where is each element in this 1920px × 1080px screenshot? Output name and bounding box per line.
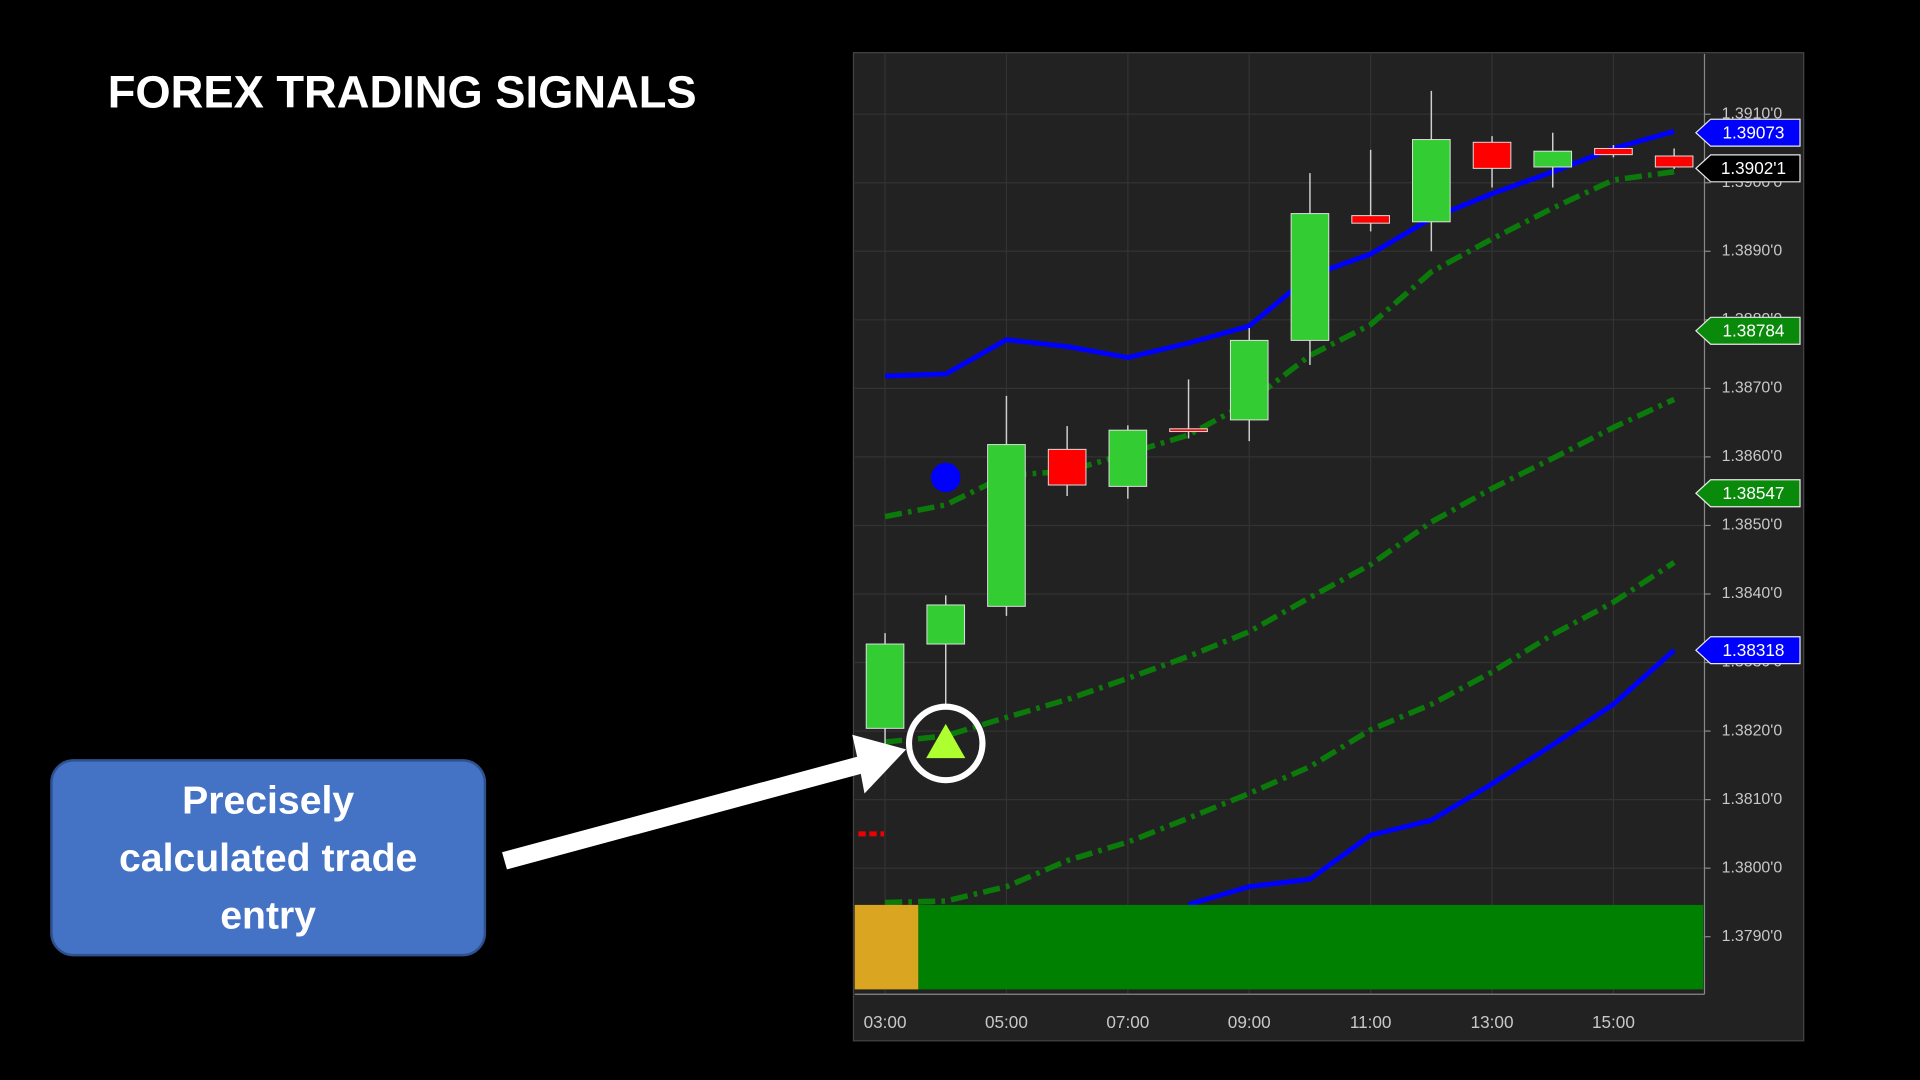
y-tick-label: 1.3890'0 bbox=[1722, 242, 1783, 259]
y-tick-label: 1.3810'0 bbox=[1722, 791, 1783, 808]
candle-body bbox=[1594, 147, 1633, 156]
candle-body bbox=[1290, 213, 1330, 341]
x-tick-label: 07:00 bbox=[1106, 1012, 1149, 1032]
price-tag-label: 1.3902'1 bbox=[1721, 158, 1786, 178]
candle-body bbox=[865, 643, 905, 729]
band-line bbox=[884, 128, 1675, 379]
x-tick-label: 09:00 bbox=[1228, 1012, 1271, 1032]
overlay: 1.3910'01.3900'01.3890'01.3880'01.3870'0… bbox=[864, 105, 1801, 1032]
annotation-line: Precisely bbox=[182, 780, 354, 823]
price-tag bbox=[1695, 154, 1801, 183]
x-tick-label: 11:00 bbox=[1350, 1012, 1392, 1032]
regime-bar-bullish bbox=[918, 904, 1704, 990]
price-tag bbox=[1695, 118, 1801, 147]
price-tag-label: 1.38784 bbox=[1723, 321, 1785, 341]
price-tag bbox=[1695, 636, 1801, 665]
candle-body bbox=[1351, 215, 1390, 224]
y-tick-label: 1.3820'0 bbox=[1722, 722, 1783, 739]
candle-body bbox=[1654, 155, 1694, 168]
x-tick-label: 15:00 bbox=[1592, 1012, 1635, 1032]
signal-dot bbox=[931, 462, 961, 493]
band-line bbox=[1187, 648, 1676, 907]
y-tick-label: 1.3840'0 bbox=[1722, 585, 1783, 602]
entry-ring bbox=[905, 703, 986, 784]
y-tick-label: 1.3790'0 bbox=[1722, 928, 1783, 945]
candle-body bbox=[1047, 448, 1087, 486]
annotation-line: entry bbox=[220, 895, 316, 938]
y-tick-label: 1.3800'0 bbox=[1722, 859, 1783, 876]
y-tick-label: 1.3910'0 bbox=[1722, 105, 1783, 122]
band-line bbox=[884, 396, 1676, 745]
price-tag bbox=[1695, 316, 1801, 345]
x-tick-label: 03:00 bbox=[864, 1012, 907, 1032]
price-tag-label: 1.38547 bbox=[1723, 483, 1785, 503]
annotation-arrow bbox=[502, 734, 907, 870]
band-line bbox=[884, 560, 1676, 906]
candle-body bbox=[926, 604, 966, 645]
y-tick-label: 1.3850'0 bbox=[1722, 517, 1783, 534]
candle-body bbox=[987, 444, 1026, 607]
annotation-line: calculated trade bbox=[119, 837, 417, 880]
candle-body bbox=[1169, 428, 1208, 433]
annotation-box bbox=[50, 759, 487, 957]
regime-bar-neutral bbox=[854, 904, 919, 990]
price-tag-label: 1.38318 bbox=[1723, 640, 1785, 660]
y-tick-label: 1.3860'0 bbox=[1722, 448, 1783, 465]
candle-body bbox=[1533, 150, 1573, 168]
candle-body bbox=[1229, 339, 1269, 421]
candle-body bbox=[1412, 139, 1451, 223]
candle-body bbox=[1108, 429, 1148, 487]
price-tag-label: 1.39073 bbox=[1723, 122, 1785, 142]
candle-body bbox=[1472, 141, 1512, 169]
x-tick-label: 05:00 bbox=[985, 1012, 1028, 1032]
plot-area bbox=[865, 90, 1694, 907]
y-tick-label: 1.3870'0 bbox=[1722, 380, 1783, 397]
x-tick-label: 13:00 bbox=[1471, 1012, 1514, 1032]
entry-triangle bbox=[926, 723, 966, 759]
price-tag bbox=[1695, 479, 1801, 508]
slide-title: FOREX TRADING SIGNALS bbox=[108, 66, 697, 117]
